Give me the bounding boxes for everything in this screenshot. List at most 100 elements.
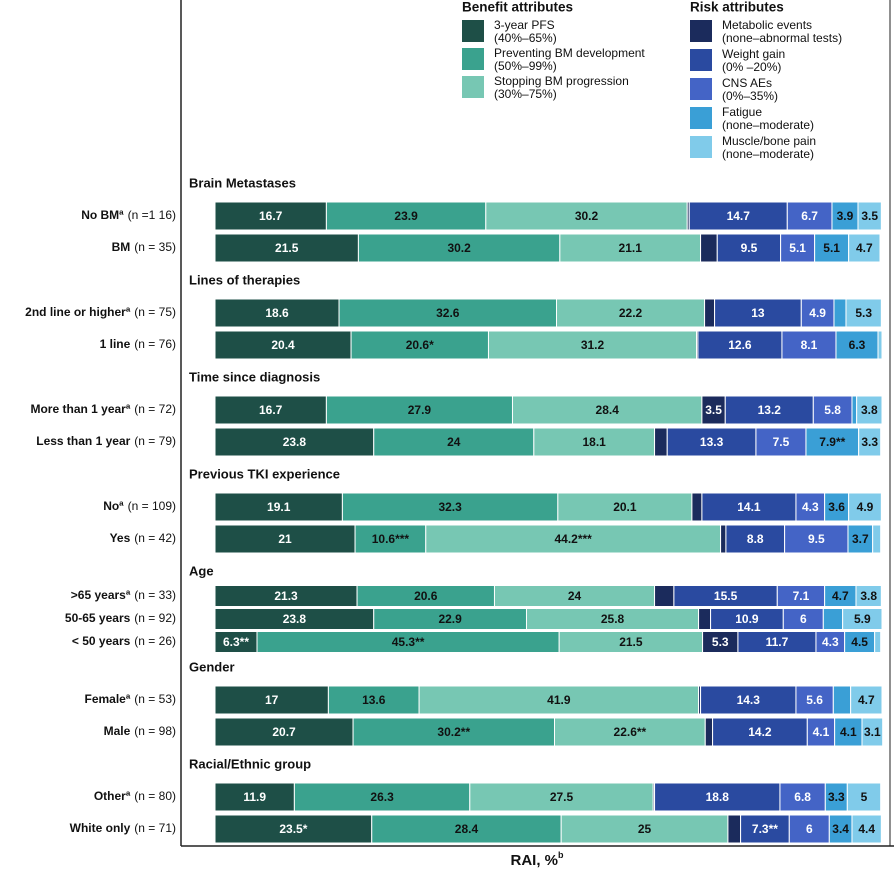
category-name: More than 1 yearª (30, 402, 130, 416)
category-label: No BMª (n =1 16) (81, 208, 176, 222)
bar-segment (850, 685, 883, 715)
value-label: 5.1 (789, 241, 806, 255)
legend-label: Muscle/bone pain (722, 134, 816, 148)
value-label: 25 (638, 822, 652, 836)
value-label: 11.7 (766, 635, 789, 649)
value-label: 3.6 (828, 500, 845, 514)
value-label: 5.3 (855, 306, 872, 320)
bar-segment (511, 395, 703, 425)
bar-segment (700, 685, 797, 715)
group-title: Racial/Ethnic group (189, 756, 311, 771)
category-n: (n = 98) (134, 724, 176, 738)
category-name: 1 line (100, 337, 131, 351)
value-label: 3.5 (861, 209, 878, 223)
legend-label: Fatigue (722, 105, 762, 119)
value-label: 27.5 (550, 790, 574, 804)
value-label: 7.3** (752, 822, 778, 836)
value-label: 13 (751, 306, 765, 320)
legend-label: CNS AEs (722, 76, 772, 90)
value-label: 5 (861, 790, 868, 804)
category-n: (n = 76) (134, 337, 176, 351)
category-n: (n = 79) (134, 434, 176, 448)
bar-segment (327, 685, 420, 715)
bar-segment (214, 814, 373, 844)
bar-segment (716, 233, 782, 263)
value-label: 21.5 (275, 241, 299, 255)
value-label: 26.3 (370, 790, 394, 804)
bar-segment (727, 814, 742, 844)
category-label: Noª (n = 109) (103, 499, 176, 513)
bar-segment (795, 685, 834, 715)
category-n: (n = 33) (134, 588, 176, 602)
legend-swatch (690, 107, 712, 129)
legend-swatch (690, 20, 712, 42)
category-name: Otherª (94, 789, 131, 803)
value-label: 20.6* (406, 338, 434, 352)
legend-range: (30%–75%) (494, 87, 557, 101)
bar-segment (784, 524, 849, 554)
category-n: (n = 109) (128, 499, 176, 513)
bar-segment (214, 782, 295, 812)
value-label: 6.7 (801, 209, 818, 223)
legend-swatch (690, 78, 712, 100)
value-label: 22.9 (438, 612, 462, 626)
category-name: < 50 years (72, 634, 131, 648)
legend-range: (none–abnormal tests) (722, 31, 842, 45)
category-label: Otherª (n = 80) (94, 789, 176, 803)
legend-swatch (690, 49, 712, 71)
category-label: White only (n = 71) (70, 821, 176, 835)
category-n: (n = 35) (134, 240, 176, 254)
value-label: 3.8 (861, 403, 878, 417)
value-label: 23.5* (279, 822, 307, 836)
bar-segment (755, 427, 807, 457)
bar-segment (861, 717, 884, 747)
group-title: Previous TKI experience (189, 466, 340, 481)
bar-segment (214, 685, 329, 715)
bar-segment (805, 427, 860, 457)
value-label: 28.4 (596, 403, 620, 417)
value-label: 3.3 (828, 790, 845, 804)
value-label: 20.6 (414, 589, 438, 603)
bar-segment (847, 524, 874, 554)
category-label: BM (n = 35) (112, 240, 176, 254)
bar-segment (214, 395, 327, 425)
value-label: 16.7 (259, 403, 283, 417)
bar-segment (293, 782, 471, 812)
value-label: 44.2*** (554, 532, 592, 546)
category-label: Less than 1 year (n = 79) (36, 434, 176, 448)
bar-segment (812, 395, 853, 425)
bar-segment (800, 298, 835, 328)
value-label: 9.5 (741, 241, 758, 255)
bar-segment (780, 233, 816, 263)
value-label: 7.5 (773, 435, 790, 449)
category-n: (n = 92) (134, 611, 176, 625)
category-name: BM (112, 240, 131, 254)
value-label: 28.4 (455, 822, 479, 836)
category-name: Yes (110, 531, 131, 545)
value-label: 27.9 (408, 403, 432, 417)
value-label: 22.6** (614, 725, 647, 739)
value-label: 30.2 (575, 209, 599, 223)
bar-segment (371, 814, 562, 844)
value-label: 4.3 (822, 635, 839, 649)
value-label: 14.1 (737, 500, 761, 514)
value-label: 4.7 (832, 589, 849, 603)
category-name: >65 yearsª (71, 588, 131, 602)
category-label: 2nd line or higherª (n = 75) (25, 305, 176, 319)
value-label: 6.3 (849, 338, 866, 352)
value-label: 30.2** (437, 725, 470, 739)
bar-segment (354, 524, 427, 554)
value-label: 3.8 (860, 589, 877, 603)
bar-segment (350, 330, 489, 360)
value-label: 5.6 (806, 693, 823, 707)
value-label: 4.7 (858, 693, 875, 707)
x-axis-title: RAI, %b (510, 850, 564, 869)
value-label: 22.2 (619, 306, 643, 320)
value-label: 3.3 (861, 435, 878, 449)
category-n: (n = 80) (134, 789, 176, 803)
bar-segment (848, 492, 882, 522)
bar-segment (848, 233, 881, 263)
value-label: 10.6*** (372, 532, 410, 546)
bar-segment (214, 201, 327, 231)
value-label: 7.1 (793, 589, 810, 603)
